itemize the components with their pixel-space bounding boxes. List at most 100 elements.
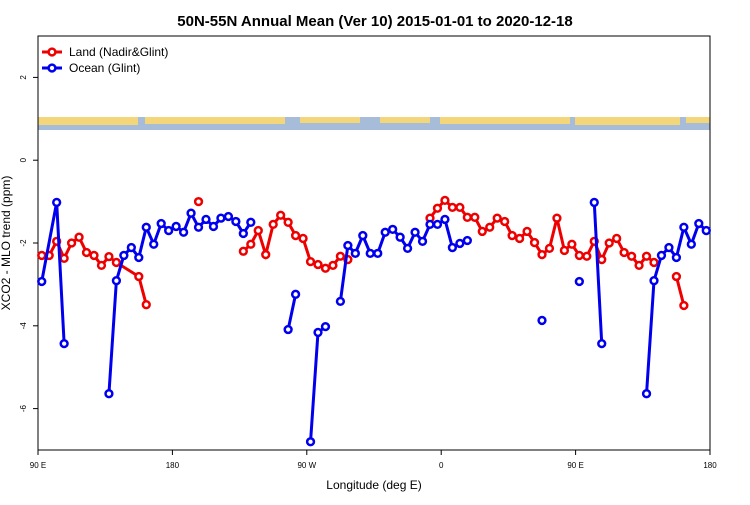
data-point: [567, 239, 577, 249]
x-tick-label: 180: [703, 461, 717, 470]
data-point: [193, 196, 204, 207]
series-line: [338, 216, 468, 302]
data-point: [522, 226, 532, 237]
data-point: [604, 238, 614, 248]
data-point: [193, 222, 204, 232]
data-point: [253, 225, 263, 236]
data-point: [641, 389, 652, 399]
data-point: [425, 219, 435, 230]
data-point: [186, 208, 196, 218]
data-point: [171, 221, 181, 232]
data-point: [283, 324, 293, 335]
data-point: [485, 222, 495, 232]
data-point: [276, 210, 286, 220]
series-line: [592, 202, 604, 344]
data-point: [447, 242, 458, 253]
data-point: [231, 216, 241, 227]
data-point: [246, 217, 256, 227]
data-point: [246, 239, 256, 249]
data-point: [470, 212, 480, 222]
data-point: [59, 253, 69, 263]
data-point: [492, 213, 502, 223]
data-point: [81, 247, 92, 258]
data-point: [37, 276, 47, 287]
data-point: [290, 230, 301, 241]
data-point: [447, 202, 458, 213]
data-point: [462, 235, 472, 246]
data-point: [343, 240, 353, 251]
data-point: [597, 254, 607, 265]
data-point: [223, 211, 234, 222]
data-point: [134, 271, 144, 282]
legend: Land (Nadir&Glint) Ocean (Glint): [42, 45, 168, 75]
data-point: [52, 197, 62, 208]
data-point: [313, 327, 323, 338]
data-point: [432, 219, 443, 230]
data-point: [111, 257, 122, 268]
legend-swatch-point: [47, 47, 57, 57]
x-tick-label: 90 E: [30, 461, 46, 470]
data-point: [208, 221, 219, 232]
series-line: [107, 209, 253, 394]
chart-title: 50N-55N Annual Mean (Ver 10) 2015-01-01 …: [177, 13, 572, 30]
data-point: [574, 276, 584, 287]
data-point: [156, 218, 166, 229]
series-line: [40, 202, 66, 344]
data-point: [455, 202, 465, 213]
data-point: [462, 212, 472, 222]
data-point: [649, 276, 659, 286]
data-point: [261, 249, 271, 260]
data-point: [574, 250, 584, 261]
data-point: [671, 271, 682, 282]
land-ocean-band: [38, 117, 710, 130]
data-point: [164, 225, 174, 236]
data-point: [37, 250, 47, 261]
data-point: [402, 243, 413, 254]
y-tick-label: 2: [19, 75, 28, 80]
data-point: [664, 242, 674, 253]
data-point: [178, 227, 189, 237]
data-point: [119, 250, 129, 261]
data-point: [537, 249, 547, 260]
data-point: [350, 248, 360, 259]
data-point: [59, 338, 69, 349]
data-point: [417, 236, 428, 246]
data-point: [89, 250, 99, 261]
y-tick-label: -2: [19, 239, 28, 247]
data-point: [582, 251, 592, 261]
data-point: [134, 252, 144, 263]
data-point: [238, 228, 248, 239]
data-point: [290, 289, 301, 299]
data-point: [597, 338, 607, 349]
data-point: [552, 213, 562, 223]
data-point: [701, 225, 711, 236]
data-point: [440, 214, 450, 225]
data-point: [477, 226, 487, 237]
data-point: [388, 224, 398, 234]
y-tick-label: -4: [19, 322, 28, 330]
data-point: [141, 300, 151, 310]
data-point: [104, 389, 114, 399]
data-point: [74, 232, 84, 242]
data-point: [507, 230, 517, 241]
data-point: [298, 233, 308, 244]
data-point: [432, 203, 443, 213]
data-point: [268, 219, 278, 230]
legend-label: Ocean (Glint): [69, 61, 140, 75]
legend-swatch-point: [47, 63, 57, 73]
x-tick-label: 90 W: [297, 461, 316, 470]
x-axis-label: Longitude (deg E): [326, 478, 421, 492]
data-point: [104, 252, 114, 262]
data-point: [126, 242, 136, 253]
data-point: [395, 232, 405, 242]
series-line: [242, 213, 349, 270]
data-point: [380, 227, 390, 237]
data-point: [328, 260, 338, 271]
data-point: [694, 218, 704, 229]
data-point: [283, 217, 293, 227]
data-point: [686, 239, 696, 249]
data-point: [679, 222, 689, 232]
y-tick-label: -6: [19, 404, 28, 412]
data-point: [358, 230, 368, 241]
data-point: [679, 300, 689, 311]
